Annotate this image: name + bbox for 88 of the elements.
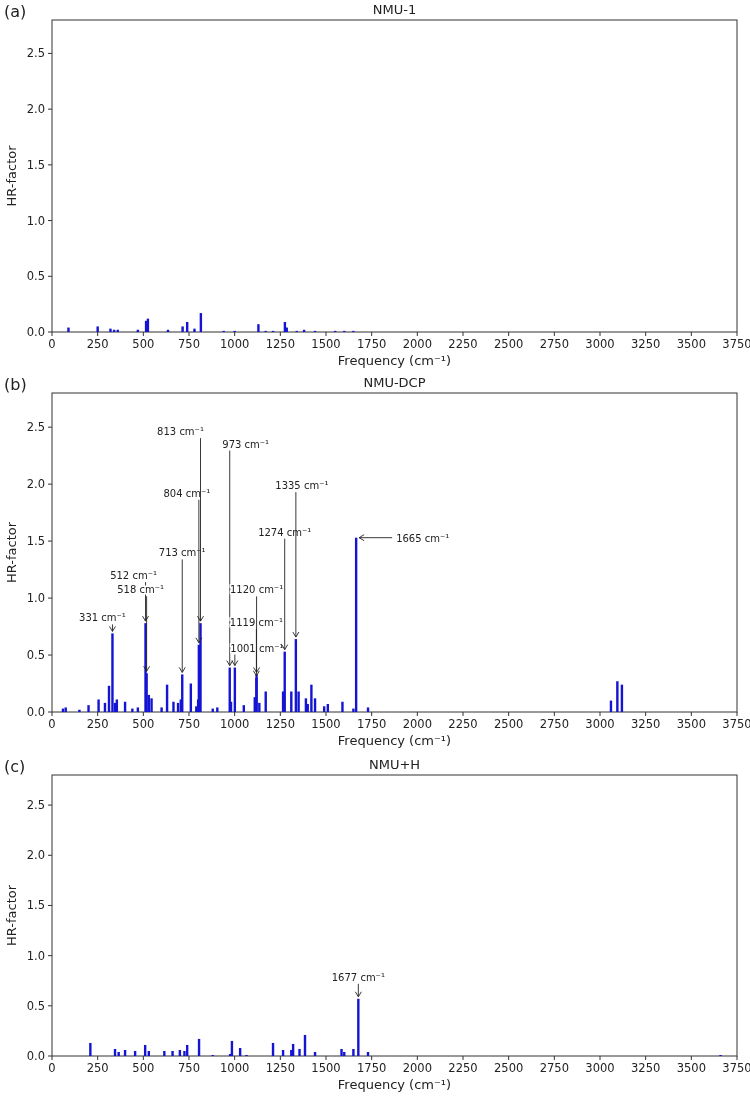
annotation: 331 cm⁻¹ xyxy=(79,612,126,624)
x-tick-label: 2250 xyxy=(448,337,478,351)
x-tick-label: 1000 xyxy=(220,1061,250,1075)
y-axis-title: HR-factor xyxy=(4,144,19,207)
y-tick-label: 0.5 xyxy=(26,269,45,284)
y-tick-label: 2.0 xyxy=(26,848,45,863)
x-tick-label: 750 xyxy=(178,717,200,731)
x-tick-label: 3000 xyxy=(585,337,615,351)
x-axis-title: Frequency (cm⁻¹) xyxy=(337,353,452,368)
y-tick-label: 2.5 xyxy=(26,420,45,435)
x-tick-label: 3500 xyxy=(676,1061,706,1075)
annotation: 1119 cm⁻¹ xyxy=(229,616,283,628)
x-tick-label: 1000 xyxy=(220,337,250,351)
y-tick-label: 2.0 xyxy=(26,477,45,492)
x-tick-label: 2250 xyxy=(448,1061,478,1075)
x-tick-label: 250 xyxy=(86,717,109,731)
y-tick-label: 0.0 xyxy=(26,1049,45,1063)
x-tick-label: 2500 xyxy=(494,717,524,731)
x-tick-label: 750 xyxy=(178,337,200,351)
x-tick-label: 1750 xyxy=(357,1061,387,1075)
x-tick-label: 1750 xyxy=(357,337,387,351)
x-tick-label: 2250 xyxy=(448,717,478,731)
y-tick-label: 0.5 xyxy=(26,998,45,1013)
chart-title: NMU-1 xyxy=(372,2,417,17)
x-tick-label: 2750 xyxy=(539,337,569,351)
text: (c) xyxy=(4,757,26,776)
x-tick-label: 3750 xyxy=(722,717,750,731)
x-tick-label: 1250 xyxy=(265,337,295,351)
y-tick-label: 2.0 xyxy=(26,102,45,117)
annotation: 1001 cm⁻¹ xyxy=(230,642,284,654)
x-tick-label: 3250 xyxy=(631,1061,661,1075)
x-tick-label: 2500 xyxy=(494,1061,524,1075)
x-tick-label: 1250 xyxy=(265,717,295,731)
x-axis-title: Frequency (cm⁻¹) xyxy=(337,1077,452,1092)
x-tick-label: 2000 xyxy=(402,337,432,351)
x-tick-label: 0 xyxy=(48,337,56,351)
y-tick-label: 0.0 xyxy=(26,325,45,339)
x-tick-label: 500 xyxy=(132,717,155,731)
y-tick-label: 1.0 xyxy=(26,213,45,228)
y-tick-label: 0.0 xyxy=(26,705,45,719)
x-tick-label: 3750 xyxy=(722,337,750,351)
y-tick-label: 2.5 xyxy=(26,798,45,813)
annotation: 813 cm⁻¹ xyxy=(157,426,204,438)
x-tick-label: 3750 xyxy=(722,1061,750,1075)
y-axis-title: HR-factor xyxy=(4,884,19,947)
x-tick-label: 1250 xyxy=(265,1061,295,1075)
x-tick-label: 1750 xyxy=(357,717,387,731)
x-tick-label: 250 xyxy=(86,1061,109,1075)
x-tick-label: 2000 xyxy=(402,1061,432,1075)
x-tick-label: 2000 xyxy=(402,717,432,731)
x-tick-label: 1000 xyxy=(220,717,250,731)
x-tick-label: 3250 xyxy=(631,337,661,351)
x-tick-label: 3500 xyxy=(676,337,706,351)
x-tick-label: 0 xyxy=(48,1061,56,1075)
annotation: 1120 cm⁻¹ xyxy=(230,584,284,596)
y-tick-label: 1.5 xyxy=(26,157,45,172)
annotation: 512 cm⁻¹ xyxy=(110,570,157,582)
annotation: 1677 cm⁻¹ xyxy=(331,971,385,983)
x-tick-label: 0 xyxy=(48,717,56,731)
y-tick-label: 1.5 xyxy=(26,534,45,549)
x-tick-label: 2500 xyxy=(494,337,524,351)
x-tick-label: 250 xyxy=(86,337,109,351)
x-tick-label: 3250 xyxy=(631,717,661,731)
y-tick-label: 2.5 xyxy=(26,46,45,61)
x-tick-label: 1500 xyxy=(311,337,341,351)
annotation: 1665 cm⁻¹ xyxy=(396,532,450,544)
x-tick-label: 500 xyxy=(132,1061,155,1075)
text: (a) xyxy=(4,2,27,21)
y-tick-label: 1.0 xyxy=(26,591,45,606)
annotation: 973 cm⁻¹ xyxy=(222,438,270,450)
y-axis-title: HR-factor xyxy=(4,521,19,584)
x-tick-label: 3500 xyxy=(676,717,706,731)
x-tick-label: 500 xyxy=(132,337,155,351)
x-tick-label: 2750 xyxy=(539,1061,569,1075)
x-tick-label: 3000 xyxy=(585,717,615,731)
chart-title: NMU+H xyxy=(368,757,421,772)
chart-title: NMU-DCP xyxy=(363,375,426,390)
x-tick-label: 1500 xyxy=(311,717,341,731)
x-tick-label: 2750 xyxy=(539,717,569,731)
x-tick-label: 1500 xyxy=(311,1061,341,1075)
y-tick-label: 1.0 xyxy=(26,948,45,963)
y-tick-label: 0.5 xyxy=(26,648,45,663)
x-tick-label: 750 xyxy=(178,1061,200,1075)
text: (b) xyxy=(4,375,27,394)
x-tick-label: 3000 xyxy=(585,1061,615,1075)
y-tick-label: 1.5 xyxy=(26,898,45,913)
x-axis-title: Frequency (cm⁻¹) xyxy=(337,733,452,748)
annotation: 1335 cm⁻¹ xyxy=(275,480,329,492)
